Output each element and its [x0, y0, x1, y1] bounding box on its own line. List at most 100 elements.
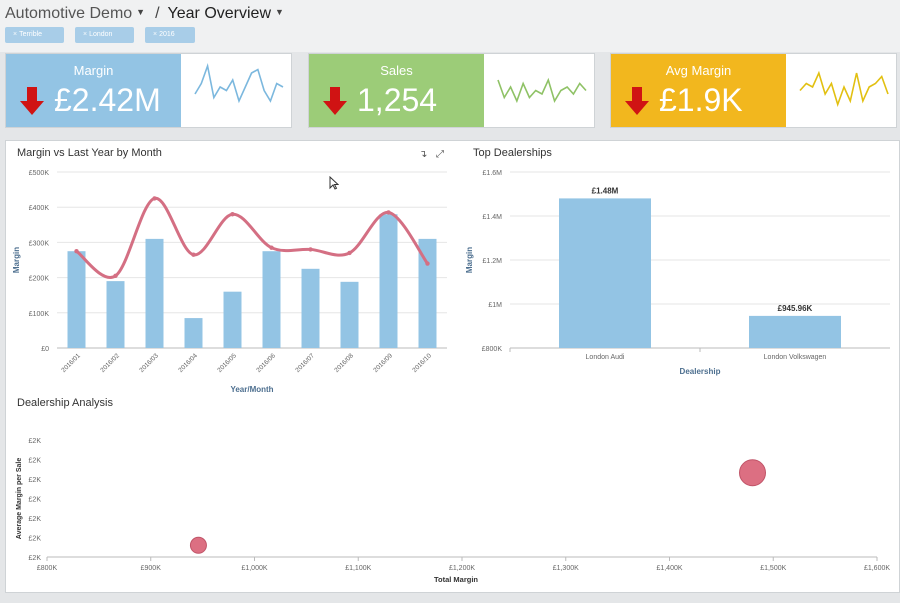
breadcrumb-app[interactable]: Automotive Demo: [5, 5, 133, 22]
x-tick-label: £1,300K: [553, 565, 579, 572]
y-tick-label: £1.2M: [483, 258, 503, 265]
bar: [223, 291, 242, 348]
scatter-bubble: [739, 459, 766, 487]
margin-chart: £0 £100K £200K £300K £400K £500K 2016/01 2016/0…: [12, 170, 447, 394]
filter-chip-london[interactable]: × London: [75, 27, 134, 43]
kpi-avg-margin[interactable]: Avg Margin £1.9K: [610, 53, 897, 128]
x-axis-title: Total Margin: [434, 575, 478, 584]
bar: [340, 281, 359, 348]
y-tick-label: £800K: [482, 346, 503, 353]
line-point: [230, 212, 235, 217]
line-point: [152, 196, 157, 201]
y-tick-label: £400K: [29, 205, 50, 212]
y-axis-title: Margin: [12, 247, 21, 273]
x-tick-label: 2016/05: [216, 352, 238, 374]
bar: [379, 214, 398, 348]
bar: [184, 318, 203, 348]
filter-chip-label: London: [89, 31, 113, 38]
y-axis-title: Margin: [465, 247, 474, 273]
dealership-chart: £800K £1M £1.2M £1.4M £1.6M £1.48M London Audi…: [465, 170, 890, 376]
line-point: [113, 273, 118, 279]
x-tick-label: 2016/02: [99, 352, 121, 374]
x-tick-label: £1,100K: [345, 565, 371, 572]
x-tick-label: £1,200K: [449, 565, 475, 572]
bar: [749, 315, 841, 348]
bar: [418, 238, 437, 348]
y-tick-label: £1M: [488, 302, 502, 309]
dealership-chart-title: Top Dealerships: [473, 147, 552, 159]
x-tick-label: £1,000K: [241, 565, 267, 572]
line-point: [269, 245, 274, 250]
x-tick-label: £1,600K: [864, 565, 890, 572]
export-icon[interactable]: ↴: [419, 149, 428, 160]
line-point: [347, 250, 352, 256]
kpi-sparkline: [194, 63, 284, 104]
x-tick-label: £900K: [141, 565, 162, 572]
bar: [301, 268, 320, 348]
close-icon[interactable]: ×: [13, 31, 18, 38]
y-tick-label: £2K: [29, 497, 42, 504]
x-tick-label: £1,500K: [760, 565, 786, 572]
chevron-down-icon[interactable]: ▼: [136, 7, 146, 17]
top-bar: Automotive Demo ▼ / Year Overview ▼ × Terribl…: [0, 0, 900, 52]
kpi-sales[interactable]: Sales 1,254: [308, 53, 595, 128]
kpi-value: £1.9K: [659, 82, 743, 118]
kpi-sparkline: [497, 77, 587, 104]
line-point: [425, 261, 430, 266]
y-tick-label: £2K: [29, 438, 42, 445]
data-label: £945.96K: [778, 304, 813, 313]
y-tick-label: £2K: [29, 536, 42, 543]
x-tick-label: 2016/03: [138, 352, 160, 374]
line-point: [386, 210, 391, 215]
breadcrumb-page[interactable]: Year Overview: [167, 5, 271, 22]
y-tick-label: £500K: [29, 170, 50, 177]
data-label: £1.48M: [592, 186, 619, 195]
filter-chip-label: 2016: [159, 31, 175, 38]
x-tick-label: London Audi: [586, 354, 625, 361]
series-line: [75, 196, 429, 279]
filter-chip-label: Terrible: [19, 31, 43, 38]
x-tick-label: 2016/01: [60, 352, 82, 374]
y-tick-label: £2K: [29, 516, 42, 523]
y-tick-label: £2K: [29, 477, 42, 484]
bar: [106, 281, 125, 348]
arrow-down-icon: [625, 87, 649, 115]
chevron-down-icon[interactable]: ▼: [275, 7, 284, 17]
filter-chip-terrible[interactable]: × Terrible: [5, 27, 64, 43]
line-point: [308, 247, 313, 252]
bar: [262, 251, 281, 348]
line-point: [191, 252, 196, 257]
mouse-cursor-icon: [329, 176, 339, 190]
x-tick-label: £800K: [37, 565, 58, 572]
expand-icon[interactable]: ⤢: [436, 149, 444, 160]
kpi-value: £2.42M: [54, 82, 161, 118]
line-point: [74, 249, 79, 254]
breadcrumb-separator: /: [155, 5, 160, 22]
y-tick-label: £2K: [29, 458, 42, 465]
close-icon[interactable]: ×: [153, 31, 158, 38]
close-icon[interactable]: ×: [83, 31, 88, 38]
y-tick-label: £100K: [29, 311, 50, 318]
y-tick-label: £300K: [29, 240, 50, 247]
y-tick-label: £1.6M: [483, 170, 503, 177]
x-tick-label: 2016/04: [177, 352, 199, 374]
kpi-label: Avg Margin: [665, 63, 732, 78]
y-axis-title: Average Margin per Sale: [16, 458, 23, 540]
bar: [67, 251, 86, 348]
y-tick-label: £1.4M: [483, 214, 503, 221]
kpi-label: Margin: [73, 63, 114, 78]
x-tick-label: 2016/08: [333, 352, 355, 374]
bar: [559, 198, 651, 348]
kpi-label: Sales: [380, 63, 413, 78]
bar: [145, 238, 164, 348]
y-tick-label: £200K: [29, 276, 50, 283]
arrow-down-icon: [20, 87, 44, 115]
x-tick-label: 2016/06: [255, 352, 277, 374]
y-tick-label: £0: [41, 346, 49, 353]
kpi-margin[interactable]: Margin £2.42M: [5, 53, 292, 128]
filter-chip-2016[interactable]: × 2016: [145, 27, 195, 43]
margin-chart-title: Margin vs Last Year by Month: [17, 147, 162, 159]
x-tick-label: 2016/07: [294, 352, 316, 374]
x-tick-label: 2016/10: [411, 352, 433, 374]
kpi-value: 1,254: [357, 82, 438, 118]
